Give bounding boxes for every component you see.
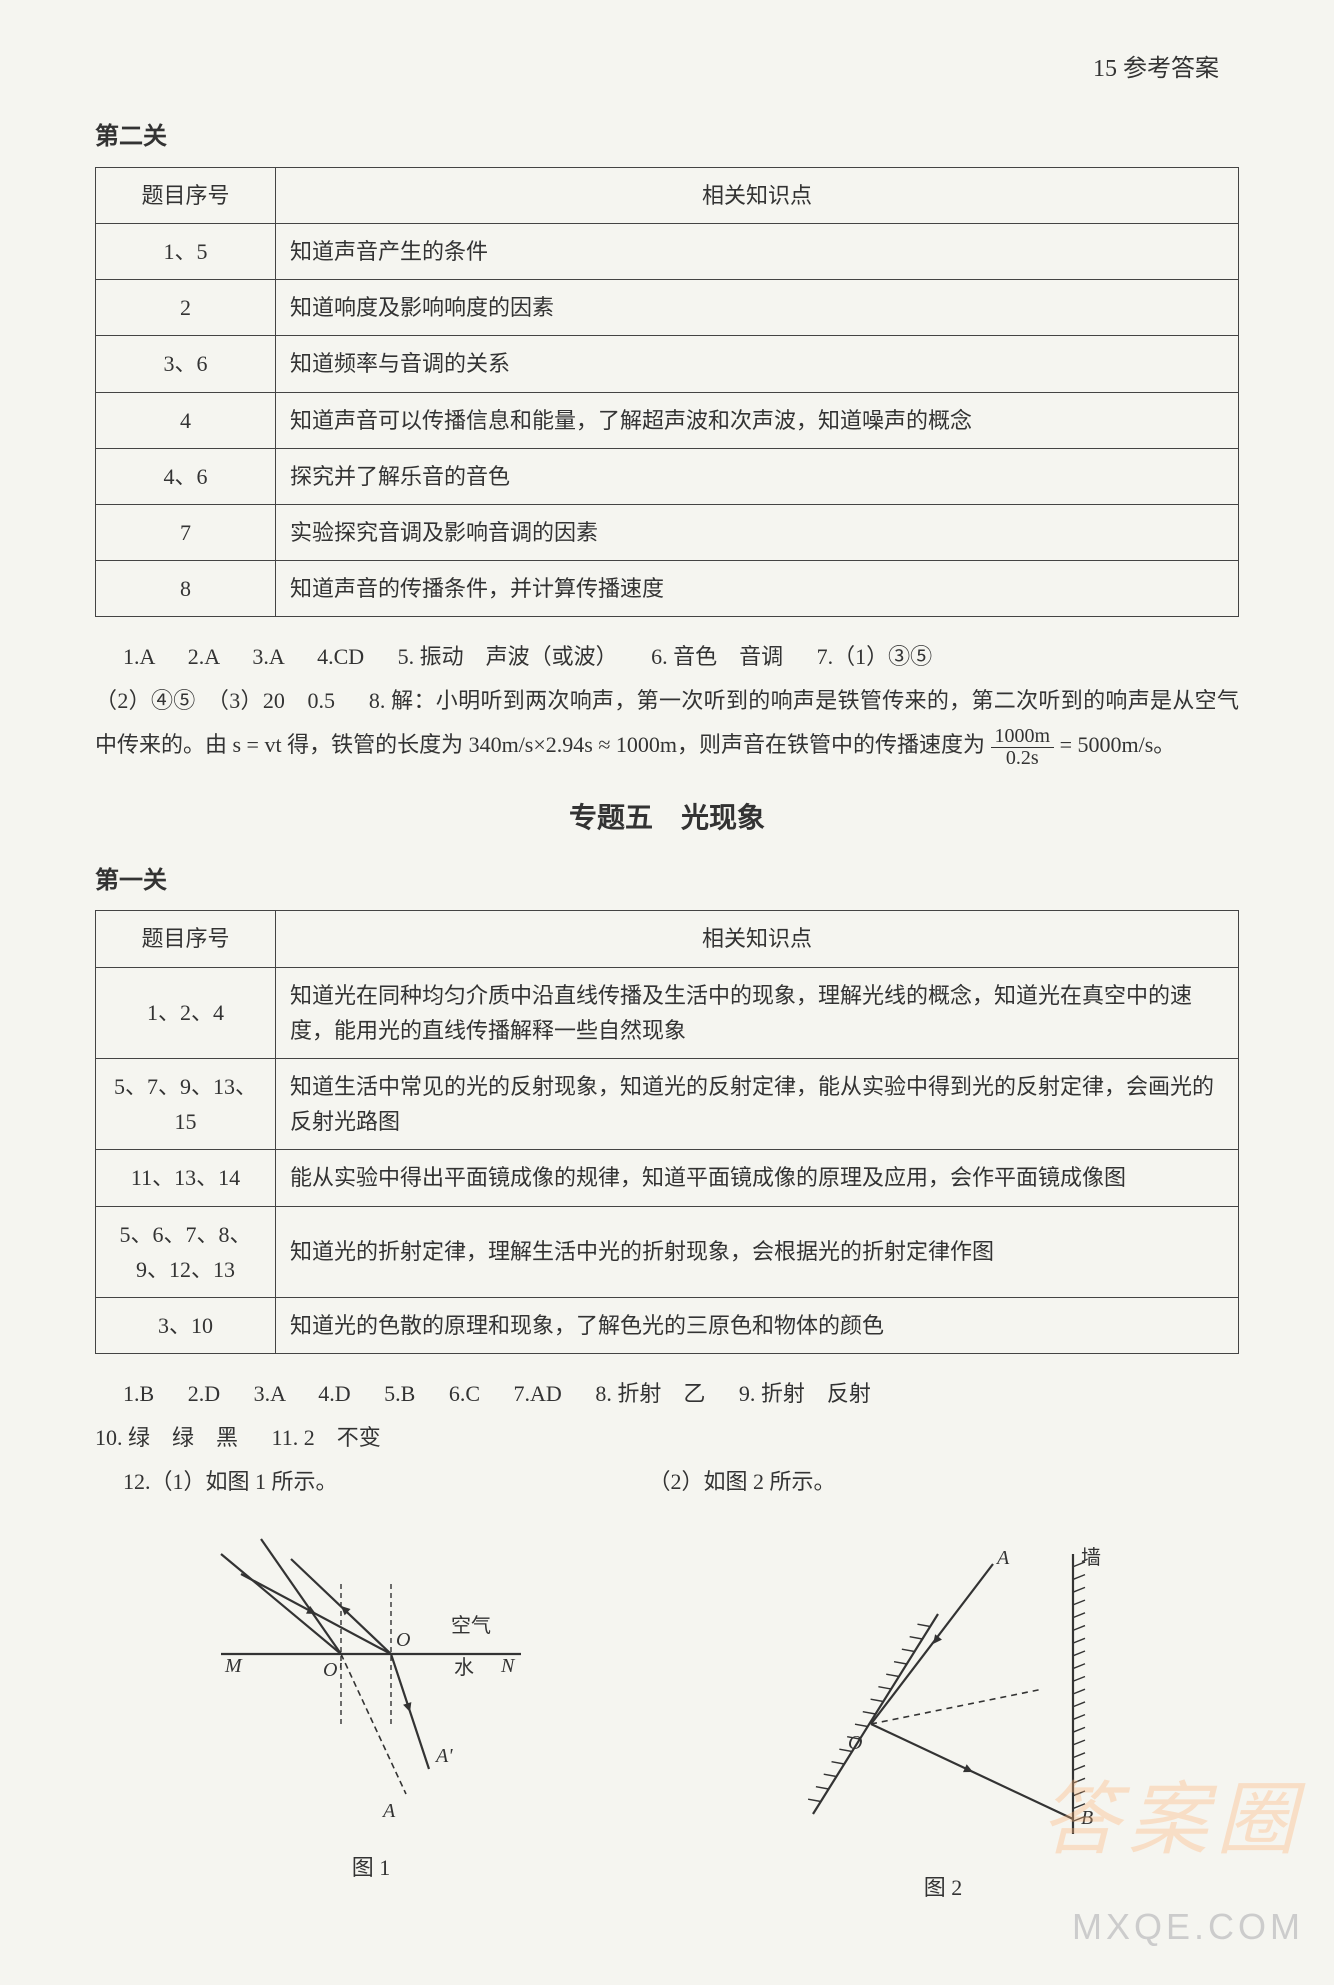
section2-table: 题目序号 相关知识点 1、5知道声音产生的条件2知道响度及影响响度的因素3、6知…: [95, 167, 1239, 618]
s1-a3: 3.A: [254, 1381, 285, 1406]
kpoint-cell: 知道声音产生的条件: [276, 223, 1239, 279]
table-row: 4知道声音可以传播信息和能量，了解超声波和次声波，知道噪声的概念: [96, 392, 1239, 448]
watermark-1: 答案圈: [1040, 1757, 1304, 1885]
svg-text:N: N: [500, 1655, 516, 1677]
s2-a8-frac: 1000m 0.2s: [991, 725, 1055, 769]
s2-a5: 5. 振动 声波（或波）: [398, 644, 618, 669]
section1-table: 题目序号 相关知识点 1、2、4知道光在同种均匀介质中沿直线传播及生活中的现象，…: [95, 910, 1239, 1354]
s2-a4: 4.CD: [317, 644, 364, 669]
watermark-2: MXQE.COM: [1072, 1898, 1304, 1956]
svg-text:A: A: [995, 1547, 1010, 1569]
s1-a4: 4.D: [318, 1381, 350, 1406]
s2-a2: 2.A: [188, 644, 219, 669]
s1-a11: 11. 2 不变: [272, 1425, 381, 1450]
section2-answers: 1.A 2.A 3.A 4.CD 5. 振动 声波（或波） 6. 音色 音调 7…: [95, 635, 1239, 769]
qnum-cell: 7: [96, 504, 276, 560]
qnum-cell: 3、10: [96, 1297, 276, 1353]
s2-a8-num: 1000m: [991, 725, 1055, 748]
svg-text:空气: 空气: [451, 1614, 491, 1637]
svg-text:M: M: [224, 1655, 243, 1677]
s1-a12-2: （2）如图 2 所示。: [649, 1469, 836, 1494]
s1-a8: 8. 折射 乙: [595, 1381, 705, 1406]
table-row: 2知道响度及影响响度的因素: [96, 280, 1239, 336]
table-row: 1、5知道声音产生的条件: [96, 223, 1239, 279]
table-row: 8知道声音的传播条件，并计算传播速度: [96, 561, 1239, 617]
svg-text:水: 水: [454, 1656, 474, 1679]
table-row: 7实验探究音调及影响音调的因素: [96, 504, 1239, 560]
qnum-cell: 4: [96, 392, 276, 448]
s2-a7-2: （2）④⑤ （3）20 0.5: [95, 688, 335, 713]
svg-text:O': O': [323, 1659, 342, 1681]
s2-header-q: 题目序号: [96, 167, 276, 223]
kpoint-cell: 知道频率与音调的关系: [276, 336, 1239, 392]
s2-a7: 7.（1）③⑤: [817, 644, 933, 669]
s1-a5: 5.B: [384, 1381, 415, 1406]
s1-a6: 6.C: [449, 1381, 480, 1406]
kpoint-cell: 知道光在同种均匀介质中沿直线传播及生活中的现象，理解光线的概念，知道光在真空中的…: [276, 967, 1239, 1058]
qnum-cell: 2: [96, 280, 276, 336]
table-row: 1、2、4知道光在同种均匀介质中沿直线传播及生活中的现象，理解光线的概念，知道光…: [96, 967, 1239, 1058]
s1-a12-1: 12.（1）如图 1 所示。: [123, 1469, 338, 1494]
s2-a8-den: 0.2s: [1002, 747, 1043, 769]
kpoint-cell: 知道光的折射定律，理解生活中光的折射现象，会根据光的折射定律作图: [276, 1206, 1239, 1297]
qnum-cell: 5、6、7、8、 9、12、13: [96, 1206, 276, 1297]
section2-label: 第二关: [95, 118, 1239, 156]
kpoint-cell: 实验探究音调及影响音调的因素: [276, 504, 1239, 560]
topic5-title: 专题五 光现象: [95, 797, 1239, 842]
s1-a1: 1.B: [123, 1381, 154, 1406]
kpoint-cell: 知道响度及影响响度的因素: [276, 280, 1239, 336]
s2-a8post: = 5000m/s。: [1060, 732, 1176, 757]
kpoint-cell: 知道生活中常见的光的反射现象，知道光的反射定律，能从实验中得到光的反射定律，会画…: [276, 1058, 1239, 1149]
svg-text:墙: 墙: [1081, 1546, 1101, 1569]
svg-text:A: A: [381, 1800, 396, 1822]
kpoint-cell: 能从实验中得出平面镜成像的规律，知道平面镜成像的原理及应用，会作平面镜成像图: [276, 1150, 1239, 1206]
qnum-cell: 11、13、14: [96, 1150, 276, 1206]
svg-text:A': A': [434, 1745, 453, 1767]
qnum-cell: 1、2、4: [96, 967, 276, 1058]
s2-a1: 1.A: [123, 644, 154, 669]
s2-a6: 6. 音色 音调: [651, 644, 783, 669]
figure-1-block: M N 空气水 O O' A A' 图 1: [201, 1524, 541, 1905]
svg-text:O: O: [848, 1732, 862, 1754]
kpoint-cell: 知道声音的传播条件，并计算传播速度: [276, 561, 1239, 617]
table-row: 5、7、9、13、15知道生活中常见的光的反射现象，知道光的反射定律，能从实验中…: [96, 1058, 1239, 1149]
s1-a9: 9. 折射 反射: [739, 1381, 871, 1406]
page-header: 15 参考答案: [95, 50, 1239, 88]
qnum-cell: 5、7、9、13、15: [96, 1058, 276, 1149]
svg-text:O: O: [396, 1629, 410, 1651]
kpoint-cell: 知道声音可以传播信息和能量，了解超声波和次声波，知道噪声的概念: [276, 392, 1239, 448]
table-row: 4、6探究并了解乐音的音色: [96, 448, 1239, 504]
kpoint-cell: 知道光的色散的原理和现象，了解色光的三原色和物体的颜色: [276, 1297, 1239, 1353]
s1-a2: 2.D: [188, 1381, 220, 1406]
section1-answers: 1.B 2.D 3.A 4.D 5.B 6.C 7.AD 8. 折射 乙 9. …: [95, 1372, 1239, 1504]
table-row: 5、6、7、8、 9、12、13知道光的折射定律，理解生活中光的折射现象，会根据…: [96, 1206, 1239, 1297]
s1-a10: 10. 绿 绿 黑: [95, 1425, 238, 1450]
figure-1-svg: M N 空气水 O O' A A': [201, 1524, 541, 1834]
qnum-cell: 1、5: [96, 223, 276, 279]
s1-a7: 7.AD: [514, 1381, 562, 1406]
table-row: 11、13、14能从实验中得出平面镜成像的规律，知道平面镜成像的原理及应用，会作…: [96, 1150, 1239, 1206]
qnum-cell: 4、6: [96, 448, 276, 504]
qnum-cell: 3、6: [96, 336, 276, 392]
s2-a3: 3.A: [252, 644, 283, 669]
qnum-cell: 8: [96, 561, 276, 617]
table-row: 3、10知道光的色散的原理和现象，了解色光的三原色和物体的颜色: [96, 1297, 1239, 1353]
table-row: 3、6知道频率与音调的关系: [96, 336, 1239, 392]
section1-label: 第一关: [95, 862, 1239, 900]
kpoint-cell: 探究并了解乐音的音色: [276, 448, 1239, 504]
s2-header-k: 相关知识点: [276, 167, 1239, 223]
figure-1-caption: 图 1: [201, 1850, 541, 1885]
s1-header-q: 题目序号: [96, 911, 276, 967]
s1-header-k: 相关知识点: [276, 911, 1239, 967]
